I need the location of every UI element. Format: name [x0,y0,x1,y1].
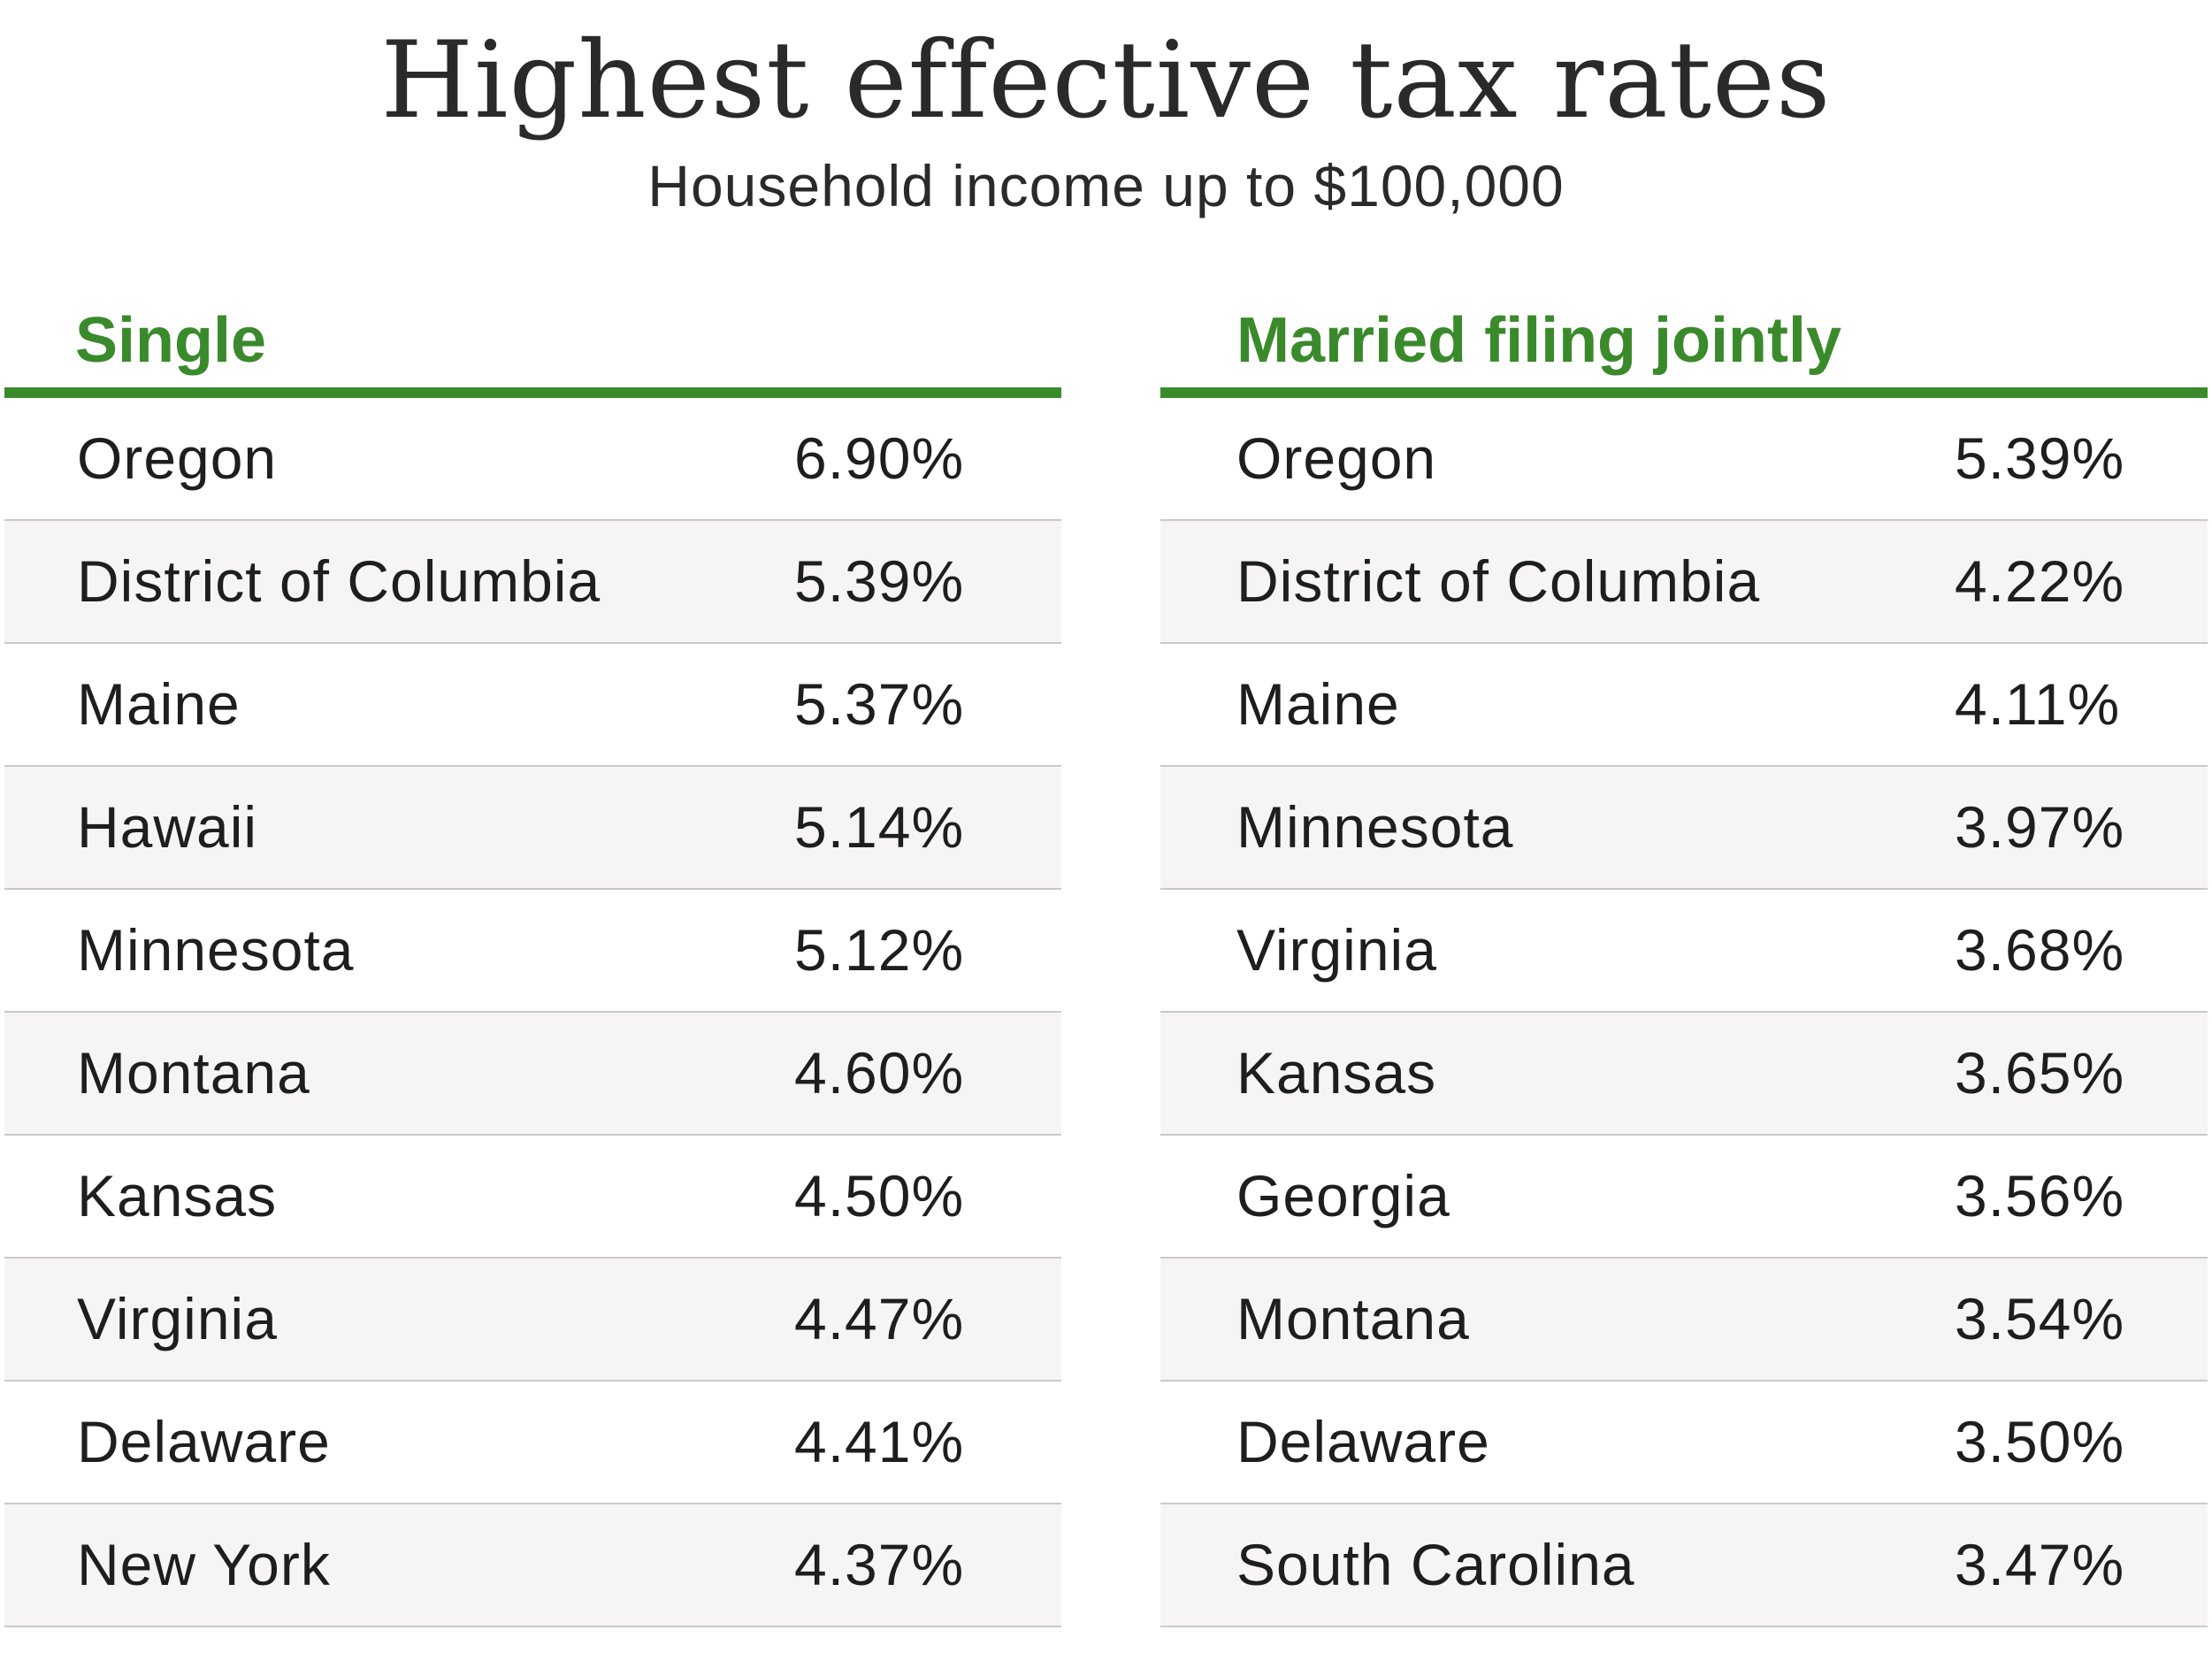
tax-rate: 3.97% [1955,794,2125,860]
table-row: Georgia 3.56% [1160,1136,2208,1259]
state-name: South Carolina [1236,1532,1635,1597]
table-row: Delaware 3.50% [1160,1381,2208,1504]
state-name: Maine [1236,671,1400,737]
state-name: Virginia [1236,917,1437,983]
tax-rate: 5.14% [794,794,965,860]
state-name: Virginia [77,1286,278,1351]
state-name: Delaware [77,1409,331,1474]
table-row: Kansas 4.50% [4,1136,1061,1259]
table-row: Minnesota 3.97% [1160,767,2208,890]
table-row: Oregon 5.39% [1160,398,2208,521]
table-row: District of Columbia 4.22% [1160,521,2208,644]
chart-subtitle: Household income up to $100,000 [647,153,1565,218]
table-row: Maine 4.11% [1160,644,2208,767]
tax-rate: 4.22% [1955,548,2125,614]
table-row: Kansas 3.65% [1160,1013,2208,1136]
tax-rate: 4.60% [794,1040,965,1106]
table-row: District of Columbia 5.39% [4,521,1061,644]
tax-rate: 4.47% [794,1286,965,1351]
header-rule [4,387,1061,398]
table-row: Montana 4.60% [4,1013,1061,1136]
table-row: Hawaii 5.14% [4,767,1061,890]
married-table-title: Married filing jointly [1236,305,1842,376]
state-name: Minnesota [1236,794,1514,860]
tax-rate: 3.56% [1955,1163,2125,1228]
married-table-rows: Oregon 5.39% District of Columbia 4.22% Main… [1160,398,2208,1627]
table-row: Virginia 4.47% [4,1259,1061,1381]
state-name: Oregon [77,425,278,491]
tax-rate: 4.11% [1955,671,2121,737]
state-name: Minnesota [77,917,355,983]
married-table-header: Married filing jointly [1160,292,2208,398]
state-name: Kansas [77,1163,278,1228]
single-table-title: Single [75,305,267,376]
table-row: Virginia 3.68% [1160,890,2208,1013]
tax-rate: 5.37% [794,671,965,737]
table-row: Delaware 4.41% [4,1381,1061,1504]
single-table: Single Oregon 6.90% District of Columbia 5.… [4,292,1061,1627]
header-rule [1160,387,2208,398]
state-name: Georgia [1236,1163,1450,1228]
tax-rate: 5.39% [794,548,965,614]
state-name: Oregon [1236,425,1437,491]
tax-rate: 4.41% [794,1409,965,1474]
state-name: Kansas [1236,1040,1437,1106]
chart-title: Highest effective tax rates [380,19,1832,142]
tax-rate: 3.65% [1955,1040,2125,1106]
state-name: Montana [77,1040,310,1106]
tax-rate: 4.50% [794,1163,965,1228]
married-table: Married filing jointly Oregon 5.39% Distri… [1160,292,2208,1627]
table-row: Maine 5.37% [4,644,1061,767]
table-row: Oregon 6.90% [4,398,1061,521]
tax-rate: 5.39% [1955,425,2125,491]
single-table-rows: Oregon 6.90% District of Columbia 5.39% Main… [4,398,1061,1627]
state-name: District of Columbia [1236,548,1761,614]
state-name: District of Columbia [77,548,601,614]
table-row: Montana 3.54% [1160,1259,2208,1381]
table-row: New York 4.37% [4,1504,1061,1627]
table-row: Minnesota 5.12% [4,890,1061,1013]
tax-rate: 3.50% [1955,1409,2125,1474]
tax-rate: 3.54% [1955,1286,2125,1351]
tax-rate: 6.90% [794,425,965,491]
state-name: Delaware [1236,1409,1490,1474]
tax-rate: 3.47% [1955,1532,2125,1597]
tax-rate: 4.37% [794,1532,965,1597]
single-table-header: Single [4,292,1061,398]
tax-rate: 3.68% [1955,917,2125,983]
table-row: South Carolina 3.47% [1160,1504,2208,1627]
state-name: New York [77,1532,331,1597]
tax-rate: 5.12% [794,917,965,983]
state-name: Maine [77,671,241,737]
state-name: Hawaii [77,794,258,860]
state-name: Montana [1236,1286,1470,1351]
